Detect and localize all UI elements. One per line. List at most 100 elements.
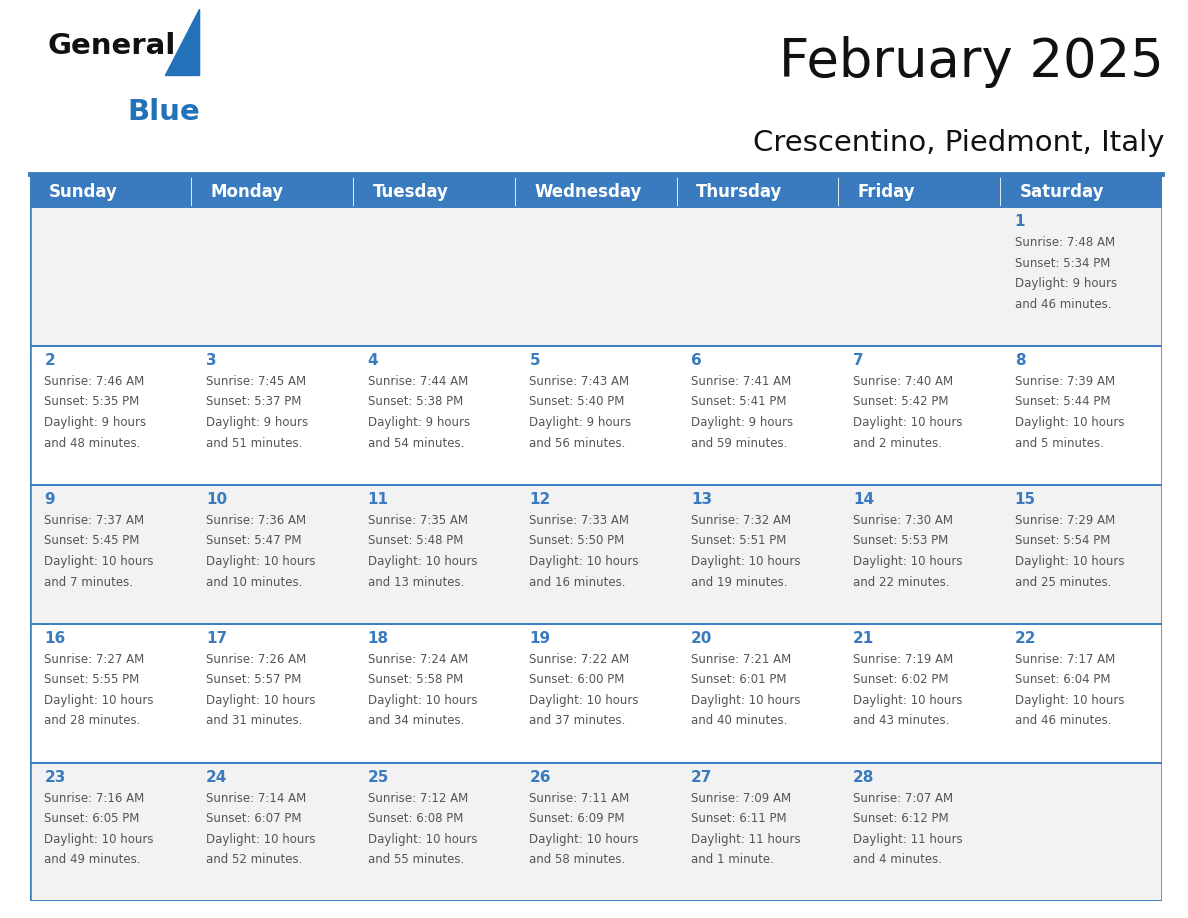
Text: Daylight: 9 hours: Daylight: 9 hours bbox=[691, 416, 794, 429]
Text: 15: 15 bbox=[1015, 492, 1036, 508]
Text: and 58 minutes.: and 58 minutes. bbox=[530, 854, 626, 867]
Text: Sunrise: 7:26 AM: Sunrise: 7:26 AM bbox=[206, 653, 307, 666]
Text: 17: 17 bbox=[206, 632, 227, 646]
Text: Sunset: 6:07 PM: Sunset: 6:07 PM bbox=[206, 812, 302, 825]
Text: Daylight: 10 hours: Daylight: 10 hours bbox=[44, 833, 153, 845]
Text: 26: 26 bbox=[530, 770, 551, 785]
Text: Sunrise: 7:48 AM: Sunrise: 7:48 AM bbox=[1015, 236, 1114, 249]
Text: February 2025: February 2025 bbox=[779, 36, 1164, 88]
Bar bbox=[353, 176, 514, 207]
Text: 10: 10 bbox=[206, 492, 227, 508]
Text: and 51 minutes.: and 51 minutes. bbox=[206, 437, 303, 450]
Text: Sunset: 6:11 PM: Sunset: 6:11 PM bbox=[691, 812, 786, 825]
Text: 13: 13 bbox=[691, 492, 713, 508]
Text: and 40 minutes.: and 40 minutes. bbox=[691, 714, 788, 727]
Bar bbox=[191, 176, 353, 207]
Text: Daylight: 9 hours: Daylight: 9 hours bbox=[368, 416, 470, 429]
Text: Daylight: 10 hours: Daylight: 10 hours bbox=[530, 555, 639, 568]
Text: 1: 1 bbox=[1015, 215, 1025, 230]
Text: and 16 minutes.: and 16 minutes. bbox=[530, 576, 626, 588]
Text: 24: 24 bbox=[206, 770, 227, 785]
Text: Sunrise: 7:30 AM: Sunrise: 7:30 AM bbox=[853, 514, 953, 527]
Bar bbox=[30, 623, 1162, 763]
Text: Sunset: 5:38 PM: Sunset: 5:38 PM bbox=[368, 396, 463, 409]
Text: Sunset: 5:42 PM: Sunset: 5:42 PM bbox=[853, 396, 948, 409]
Text: Sunrise: 7:11 AM: Sunrise: 7:11 AM bbox=[530, 791, 630, 805]
Text: 19: 19 bbox=[530, 632, 550, 646]
Text: and 55 minutes.: and 55 minutes. bbox=[368, 854, 465, 867]
Text: Sunrise: 7:22 AM: Sunrise: 7:22 AM bbox=[530, 653, 630, 666]
Text: Sunrise: 7:19 AM: Sunrise: 7:19 AM bbox=[853, 653, 953, 666]
Text: Daylight: 11 hours: Daylight: 11 hours bbox=[691, 833, 801, 845]
Text: and 10 minutes.: and 10 minutes. bbox=[206, 576, 303, 588]
Text: Daylight: 10 hours: Daylight: 10 hours bbox=[44, 555, 153, 568]
Text: Sunrise: 7:09 AM: Sunrise: 7:09 AM bbox=[691, 791, 791, 805]
Text: Daylight: 9 hours: Daylight: 9 hours bbox=[1015, 277, 1117, 290]
Text: and 22 minutes.: and 22 minutes. bbox=[853, 576, 949, 588]
Text: and 28 minutes.: and 28 minutes. bbox=[44, 714, 140, 727]
Text: Sunrise: 7:21 AM: Sunrise: 7:21 AM bbox=[691, 653, 791, 666]
Text: Daylight: 10 hours: Daylight: 10 hours bbox=[530, 694, 639, 707]
Text: and 46 minutes.: and 46 minutes. bbox=[1015, 297, 1111, 310]
Text: Sunrise: 7:45 AM: Sunrise: 7:45 AM bbox=[206, 375, 307, 388]
Text: and 43 minutes.: and 43 minutes. bbox=[853, 714, 949, 727]
Text: Sunset: 5:57 PM: Sunset: 5:57 PM bbox=[206, 673, 302, 687]
Text: Daylight: 10 hours: Daylight: 10 hours bbox=[691, 555, 801, 568]
Bar bbox=[30, 763, 1162, 901]
Text: Sunset: 5:44 PM: Sunset: 5:44 PM bbox=[1015, 396, 1110, 409]
Text: 7: 7 bbox=[853, 353, 864, 368]
Text: and 56 minutes.: and 56 minutes. bbox=[530, 437, 626, 450]
Text: Daylight: 9 hours: Daylight: 9 hours bbox=[206, 416, 308, 429]
Text: Sunset: 6:05 PM: Sunset: 6:05 PM bbox=[44, 812, 140, 825]
Text: 22: 22 bbox=[1015, 632, 1036, 646]
Text: Sunrise: 7:44 AM: Sunrise: 7:44 AM bbox=[368, 375, 468, 388]
Text: Sunrise: 7:16 AM: Sunrise: 7:16 AM bbox=[44, 791, 145, 805]
Text: Daylight: 10 hours: Daylight: 10 hours bbox=[368, 833, 478, 845]
Text: Sunrise: 7:14 AM: Sunrise: 7:14 AM bbox=[206, 791, 307, 805]
Bar bbox=[30, 485, 1162, 623]
Text: Wednesday: Wednesday bbox=[535, 183, 642, 200]
Bar bbox=[30, 176, 191, 207]
Text: Daylight: 10 hours: Daylight: 10 hours bbox=[853, 555, 962, 568]
Text: 8: 8 bbox=[1015, 353, 1025, 368]
Bar bbox=[30, 346, 1162, 485]
Text: Sunrise: 7:33 AM: Sunrise: 7:33 AM bbox=[530, 514, 630, 527]
Text: Daylight: 10 hours: Daylight: 10 hours bbox=[206, 833, 316, 845]
Text: Monday: Monday bbox=[210, 183, 284, 200]
Text: Sunset: 5:58 PM: Sunset: 5:58 PM bbox=[368, 673, 463, 687]
Text: and 59 minutes.: and 59 minutes. bbox=[691, 437, 788, 450]
Text: Sunrise: 7:12 AM: Sunrise: 7:12 AM bbox=[368, 791, 468, 805]
Bar bbox=[839, 176, 1000, 207]
Bar bbox=[677, 176, 839, 207]
Text: Sunrise: 7:24 AM: Sunrise: 7:24 AM bbox=[368, 653, 468, 666]
Text: Sunset: 5:48 PM: Sunset: 5:48 PM bbox=[368, 534, 463, 547]
Text: and 48 minutes.: and 48 minutes. bbox=[44, 437, 140, 450]
Text: Sunset: 6:12 PM: Sunset: 6:12 PM bbox=[853, 812, 948, 825]
Text: and 13 minutes.: and 13 minutes. bbox=[368, 576, 465, 588]
Text: Daylight: 10 hours: Daylight: 10 hours bbox=[853, 416, 962, 429]
Text: and 31 minutes.: and 31 minutes. bbox=[206, 714, 303, 727]
Text: 21: 21 bbox=[853, 632, 874, 646]
Text: Crescentino, Piedmont, Italy: Crescentino, Piedmont, Italy bbox=[753, 129, 1164, 157]
Text: Daylight: 10 hours: Daylight: 10 hours bbox=[1015, 416, 1124, 429]
Text: Thursday: Thursday bbox=[696, 183, 783, 200]
Text: Daylight: 10 hours: Daylight: 10 hours bbox=[691, 694, 801, 707]
Text: Sunrise: 7:32 AM: Sunrise: 7:32 AM bbox=[691, 514, 791, 527]
Text: Sunday: Sunday bbox=[49, 183, 118, 200]
Text: Daylight: 10 hours: Daylight: 10 hours bbox=[1015, 694, 1124, 707]
Text: and 46 minutes.: and 46 minutes. bbox=[1015, 714, 1111, 727]
Text: and 49 minutes.: and 49 minutes. bbox=[44, 854, 140, 867]
Text: Friday: Friday bbox=[858, 183, 916, 200]
Text: Sunrise: 7:41 AM: Sunrise: 7:41 AM bbox=[691, 375, 791, 388]
Bar bbox=[1000, 176, 1162, 207]
Text: Daylight: 10 hours: Daylight: 10 hours bbox=[368, 555, 478, 568]
Text: Daylight: 10 hours: Daylight: 10 hours bbox=[368, 694, 478, 707]
Text: Sunrise: 7:29 AM: Sunrise: 7:29 AM bbox=[1015, 514, 1114, 527]
Text: 16: 16 bbox=[44, 632, 65, 646]
Text: Sunrise: 7:39 AM: Sunrise: 7:39 AM bbox=[1015, 375, 1114, 388]
Text: Sunrise: 7:17 AM: Sunrise: 7:17 AM bbox=[1015, 653, 1114, 666]
Text: Blue: Blue bbox=[127, 97, 200, 126]
Text: 14: 14 bbox=[853, 492, 874, 508]
Text: 12: 12 bbox=[530, 492, 551, 508]
Text: 4: 4 bbox=[368, 353, 378, 368]
